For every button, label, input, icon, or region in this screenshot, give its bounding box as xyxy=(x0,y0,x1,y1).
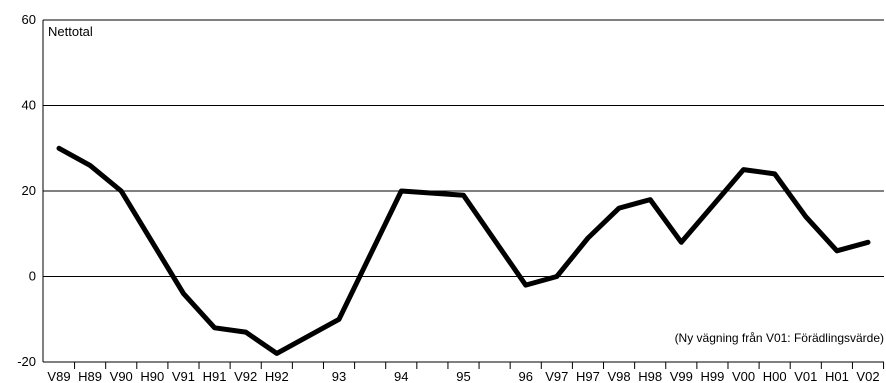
x-tick-label: V98 xyxy=(608,369,631,383)
y-axis-label: Nettotal xyxy=(48,24,93,39)
x-tick-label: V92 xyxy=(234,369,257,383)
x-tick-label: V89 xyxy=(47,369,70,383)
x-tick-label: H90 xyxy=(140,369,164,383)
x-tick-label: 93 xyxy=(332,369,346,383)
x-tick-label: H00 xyxy=(763,369,787,383)
x-tick-label: V91 xyxy=(172,369,195,383)
x-tick-label: V90 xyxy=(110,369,133,383)
y-axis-ticks: -20 0 20 40 60 xyxy=(17,12,36,369)
series-line-0 xyxy=(56,145,871,356)
y-tick-label: 20 xyxy=(22,183,36,198)
x-tick-label: H97 xyxy=(576,369,600,383)
annotation-text: (Ny vägning från V01: Förädlingsvärde) xyxy=(675,331,884,345)
y-tick-label: -20 xyxy=(17,354,36,369)
x-tick-label: 95 xyxy=(456,369,470,383)
x-tick-label: H99 xyxy=(700,369,724,383)
y-tick-label: 60 xyxy=(22,12,36,27)
series-group xyxy=(56,145,871,356)
y-tick-label: 40 xyxy=(22,98,36,113)
y-tick-label: 0 xyxy=(29,269,36,284)
x-tick-label: H92 xyxy=(265,369,289,383)
x-tick-label: H91 xyxy=(203,369,227,383)
x-tick-label: 96 xyxy=(518,369,532,383)
grid-lines xyxy=(42,19,884,363)
x-tick-label: 94 xyxy=(394,369,408,383)
x-tick-label: V00 xyxy=(732,369,755,383)
x-tick-label: V02 xyxy=(856,369,879,383)
x-tick-label: H89 xyxy=(78,369,102,383)
x-tick-label: H98 xyxy=(638,369,662,383)
x-axis-ticks: V89 H89 V90 H90 V91 H91 V92 H92 93 94 95 96 V97 H97 V9… xyxy=(47,362,885,383)
x-tick-label: H01 xyxy=(825,369,849,383)
x-tick-label: V01 xyxy=(794,369,817,383)
x-tick-label: V97 xyxy=(545,369,568,383)
x-tick-label: V99 xyxy=(670,369,693,383)
